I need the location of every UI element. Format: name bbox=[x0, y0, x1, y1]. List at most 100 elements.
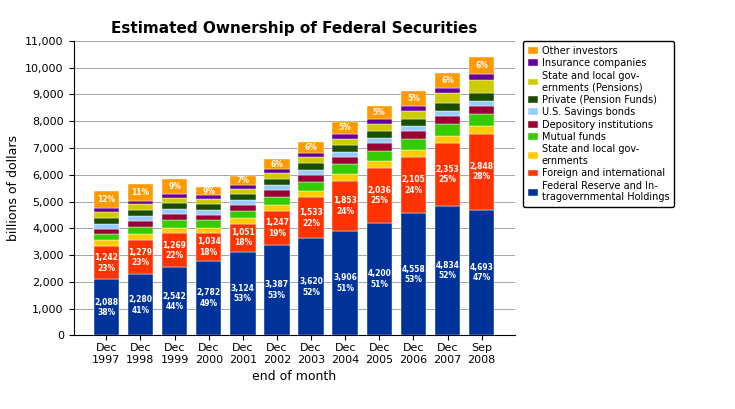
Bar bbox=[401, 112, 426, 119]
Bar bbox=[298, 170, 324, 175]
Bar bbox=[162, 203, 187, 209]
Bar bbox=[230, 252, 256, 335]
Bar bbox=[264, 185, 290, 190]
Y-axis label: billions of dollars: billions of dollars bbox=[7, 135, 20, 241]
Bar bbox=[162, 179, 187, 194]
Bar bbox=[401, 150, 426, 157]
Text: 2,088
38%: 2,088 38% bbox=[94, 298, 118, 317]
Bar bbox=[230, 205, 256, 211]
X-axis label: end of month: end of month bbox=[252, 370, 336, 383]
Bar bbox=[367, 131, 392, 138]
Text: 6%: 6% bbox=[476, 61, 488, 70]
Bar bbox=[298, 191, 324, 198]
Bar bbox=[469, 93, 495, 101]
Bar bbox=[128, 221, 154, 227]
Text: 1,242
23%: 1,242 23% bbox=[94, 253, 118, 272]
Bar bbox=[298, 157, 324, 164]
Bar bbox=[264, 190, 290, 197]
Text: 3,124
53%: 3,124 53% bbox=[231, 284, 255, 303]
Bar bbox=[128, 216, 154, 221]
Bar bbox=[332, 157, 358, 164]
Bar bbox=[469, 58, 495, 74]
Bar bbox=[230, 185, 256, 189]
Bar bbox=[93, 218, 119, 224]
Bar bbox=[298, 153, 324, 157]
Bar bbox=[332, 152, 358, 157]
Bar bbox=[128, 204, 154, 210]
Text: 2,280
41%: 2,280 41% bbox=[129, 295, 152, 315]
Bar bbox=[196, 204, 221, 210]
Bar bbox=[434, 103, 460, 111]
Bar bbox=[230, 189, 256, 194]
Bar bbox=[434, 111, 460, 116]
Bar bbox=[332, 231, 358, 335]
Title: Estimated Ownership of Federal Securities: Estimated Ownership of Federal Securitie… bbox=[111, 20, 477, 36]
Bar bbox=[230, 176, 256, 185]
Bar bbox=[401, 139, 426, 150]
Bar bbox=[162, 220, 187, 227]
Bar bbox=[230, 194, 256, 200]
Bar bbox=[367, 119, 392, 124]
Bar bbox=[196, 215, 221, 220]
Bar bbox=[128, 184, 154, 200]
Bar bbox=[196, 196, 221, 199]
Bar bbox=[230, 211, 256, 218]
Bar bbox=[434, 206, 460, 335]
Bar bbox=[332, 145, 358, 152]
Bar bbox=[93, 224, 119, 229]
Bar bbox=[264, 211, 290, 245]
Bar bbox=[332, 139, 358, 145]
Text: 11%: 11% bbox=[132, 188, 149, 197]
Bar bbox=[434, 136, 460, 143]
Bar bbox=[128, 274, 154, 335]
Bar bbox=[93, 229, 119, 234]
Bar bbox=[298, 182, 324, 191]
Text: 1,269
22%: 1,269 22% bbox=[162, 240, 187, 260]
Bar bbox=[128, 227, 154, 234]
Bar bbox=[128, 200, 154, 204]
Text: 2,105
24%: 2,105 24% bbox=[401, 175, 426, 195]
Bar bbox=[401, 213, 426, 335]
Bar bbox=[469, 80, 495, 93]
Bar bbox=[434, 143, 460, 206]
Bar bbox=[469, 133, 495, 210]
Bar bbox=[434, 124, 460, 136]
Bar bbox=[434, 93, 460, 103]
Bar bbox=[469, 106, 495, 114]
Legend: Other investors, Insurance companies, State and local gov-
ernments (Pensions), : Other investors, Insurance companies, St… bbox=[523, 41, 674, 207]
Bar bbox=[162, 198, 187, 203]
Bar bbox=[298, 198, 324, 238]
Text: 6%: 6% bbox=[304, 143, 318, 152]
Bar bbox=[469, 210, 495, 335]
Bar bbox=[367, 124, 392, 131]
Bar bbox=[162, 209, 187, 214]
Bar bbox=[264, 205, 290, 211]
Bar bbox=[298, 238, 324, 335]
Text: 6%: 6% bbox=[441, 76, 454, 85]
Bar bbox=[230, 224, 256, 252]
Text: 1,533
22%: 1,533 22% bbox=[299, 208, 323, 228]
Text: 2,848
28%: 2,848 28% bbox=[470, 162, 494, 181]
Bar bbox=[93, 234, 119, 240]
Bar bbox=[401, 157, 426, 213]
Text: 9%: 9% bbox=[168, 182, 181, 191]
Text: 5%: 5% bbox=[339, 124, 351, 133]
Bar bbox=[401, 119, 426, 126]
Bar bbox=[196, 210, 221, 215]
Bar bbox=[298, 175, 324, 182]
Bar bbox=[128, 210, 154, 216]
Bar bbox=[469, 126, 495, 133]
Bar bbox=[332, 164, 358, 174]
Bar bbox=[367, 106, 392, 119]
Bar bbox=[162, 194, 187, 198]
Bar bbox=[434, 88, 460, 93]
Bar bbox=[264, 169, 290, 173]
Bar bbox=[367, 161, 392, 169]
Bar bbox=[332, 174, 358, 181]
Bar bbox=[264, 197, 290, 205]
Text: 1,034
18%: 1,034 18% bbox=[197, 237, 220, 257]
Bar bbox=[401, 131, 426, 139]
Text: 6%: 6% bbox=[270, 160, 284, 169]
Bar bbox=[401, 106, 426, 112]
Bar bbox=[264, 245, 290, 335]
